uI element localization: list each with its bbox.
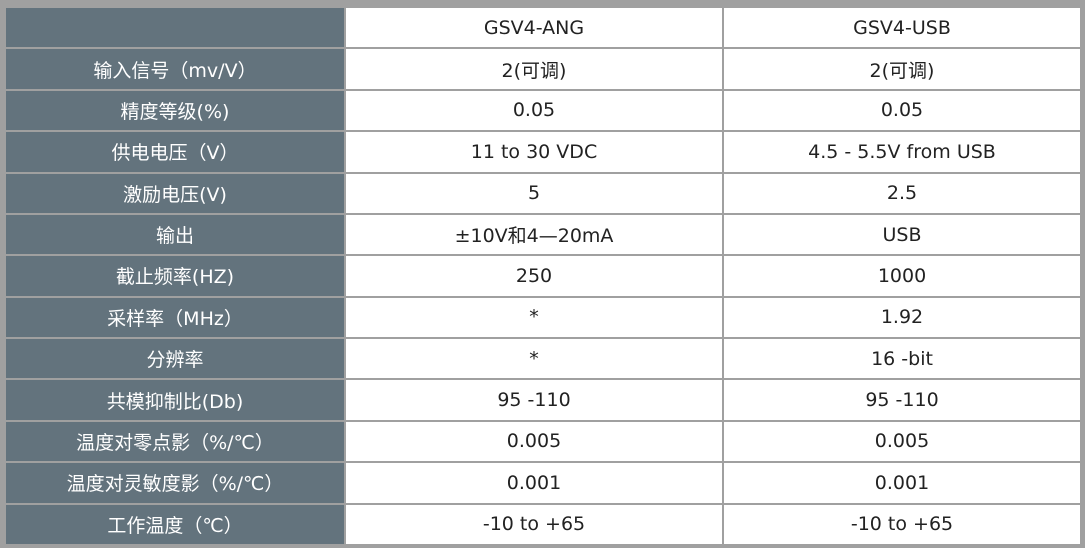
table-row: 输入信号（mv/V） 2(可调) 2(可调) (4, 47, 1082, 91)
table-row: 温度对灵敏度影（%/℃） 0.001 0.001 (4, 461, 1082, 505)
table-row: 共模抑制比(Db) 95 -110 95 -110 (4, 378, 1082, 422)
row-label: 输出 (4, 212, 346, 257)
cell-gsv4-usb: 16 -bit (722, 336, 1082, 381)
row-label: 温度对灵敏度影（%/℃） (4, 461, 346, 505)
cell-gsv4-ang: 0.05 (344, 88, 724, 133)
table-row: 采样率（MHz） * 1.92 (4, 295, 1082, 340)
table-row: 分辨率 * 16 -bit (4, 336, 1082, 381)
cell-gsv4-ang: * (344, 295, 724, 340)
cell-gsv4-usb: -10 to +65 (722, 502, 1082, 546)
table-row: 供电电压（V） 11 to 30 VDC 4.5 - 5.5V from USB (4, 130, 1082, 174)
cell-gsv4-ang: 95 -110 (344, 378, 724, 422)
row-label: 截止频率(HZ) (4, 254, 346, 298)
row-label: 采样率（MHz） (4, 295, 346, 340)
table-row: 温度对零点影（%/℃） 0.005 0.005 (4, 419, 1082, 464)
cell-gsv4-usb: 1.92 (722, 295, 1082, 340)
table-row: 截止频率(HZ) 250 1000 (4, 254, 1082, 298)
header-cell-gsv4-ang: GSV4-ANG (344, 5, 724, 50)
cell-gsv4-ang: * (344, 336, 724, 381)
header-label-cell (4, 5, 346, 50)
cell-gsv4-usb: 2(可调) (722, 47, 1082, 91)
row-label: 共模抑制比(Db) (4, 378, 346, 422)
row-label: 温度对零点影（%/℃） (4, 419, 346, 464)
row-label: 工作温度（℃） (4, 502, 346, 546)
cell-gsv4-ang: 2(可调) (344, 47, 724, 91)
table-row: 工作温度（℃） -10 to +65 -10 to +65 (4, 502, 1082, 546)
row-label: 供电电压（V） (4, 130, 346, 174)
header-cell-gsv4-usb: GSV4-USB (722, 5, 1082, 50)
cell-gsv4-usb: 95 -110 (722, 378, 1082, 422)
spec-table: GSV4-ANG GSV4-USB 输入信号（mv/V） 2(可调) 2(可调) 精度… (4, 5, 1082, 546)
cell-gsv4-ang: 5 (344, 171, 724, 215)
cell-gsv4-ang: ±10V和4—20mA (344, 212, 724, 257)
cell-gsv4-ang: 0.005 (344, 419, 724, 464)
row-label: 激励电压(V) (4, 171, 346, 215)
cell-gsv4-ang: 250 (344, 254, 724, 298)
row-label: 输入信号（mv/V） (4, 47, 346, 91)
row-label: 分辨率 (4, 336, 346, 381)
cell-gsv4-ang: 11 to 30 VDC (344, 130, 724, 174)
cell-gsv4-usb: 0.05 (722, 88, 1082, 133)
cell-gsv4-usb: 1000 (722, 254, 1082, 298)
cell-gsv4-ang: 0.001 (344, 461, 724, 505)
row-label: 精度等级(%) (4, 88, 346, 133)
table-row: 精度等级(%) 0.05 0.05 (4, 88, 1082, 133)
cell-gsv4-ang: -10 to +65 (344, 502, 724, 546)
cell-gsv4-usb: USB (722, 212, 1082, 257)
table-row: 激励电压(V) 5 2.5 (4, 171, 1082, 215)
cell-gsv4-usb: 2.5 (722, 171, 1082, 215)
table-row: 输出 ±10V和4—20mA USB (4, 212, 1082, 257)
cell-gsv4-usb: 0.001 (722, 461, 1082, 505)
cell-gsv4-usb: 0.005 (722, 419, 1082, 464)
cell-gsv4-usb: 4.5 - 5.5V from USB (722, 130, 1082, 174)
table-header-row: GSV4-ANG GSV4-USB (4, 5, 1082, 50)
